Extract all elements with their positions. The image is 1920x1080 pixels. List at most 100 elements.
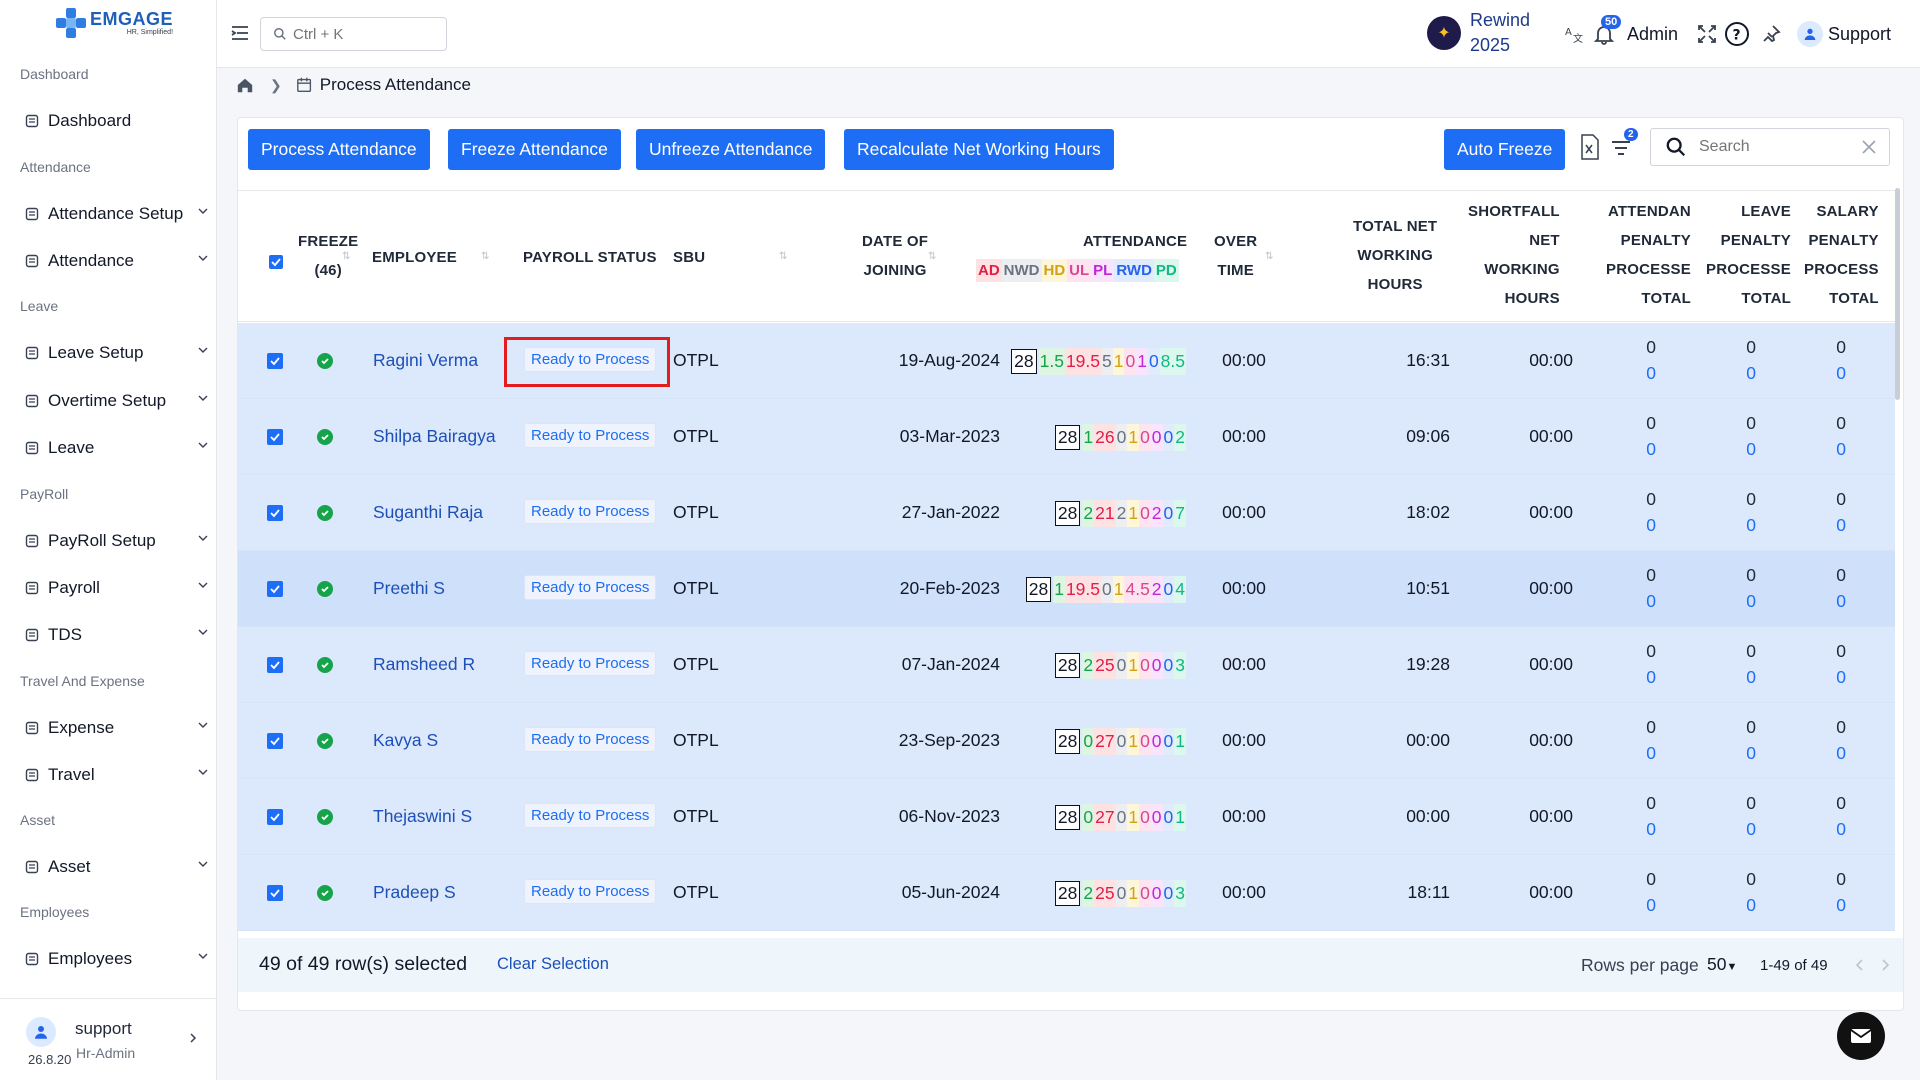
table-row[interactable]: Ragini Verma Ready to Process OTPL 19-Aug-2…	[238, 323, 1895, 399]
attendance-penalty-link[interactable]: 0	[1646, 439, 1656, 459]
attendance-summary[interactable]: 28 0 27 0 1 0 0 0 1	[1054, 800, 1186, 834]
employee-name-link[interactable]: Kavya S	[373, 730, 439, 750]
header-freeze[interactable]: FREEZE (46)	[298, 233, 359, 279]
rewind-2025-banner[interactable]: ✦ Rewind 2025	[1427, 8, 1530, 58]
salary-penalty-link[interactable]: 0	[1836, 515, 1846, 535]
salary-penalty-link[interactable]: 0	[1836, 819, 1846, 839]
sidebar-item-dashboard[interactable]: Dashboard	[24, 106, 208, 136]
table-scrollbar[interactable]	[1895, 188, 1900, 400]
table-row[interactable]: Suganthi Raja Ready to Process OTPL 27-Jan-…	[238, 475, 1895, 551]
support-avatar-icon[interactable]	[1797, 21, 1823, 47]
employee-name-link[interactable]: Suganthi Raja	[373, 502, 483, 522]
freeze-attendance-button[interactable]: Freeze Attendance	[448, 129, 621, 170]
chevron-down-icon[interactable]	[198, 345, 208, 355]
table-search-input[interactable]	[1699, 138, 1849, 156]
chevron-down-icon[interactable]	[198, 627, 208, 637]
leave-penalty-link[interactable]: 0	[1746, 591, 1756, 611]
header-sbu[interactable]: SBU	[673, 249, 706, 266]
attendance-penalty-link[interactable]: 0	[1646, 819, 1656, 839]
salary-penalty-link[interactable]: 0	[1836, 591, 1846, 611]
user-profile-block[interactable]: support 26.8.20 Hr-Admin	[0, 998, 217, 1080]
attendance-summary[interactable]: 28 2 21 2 1 0 2 0 7	[1054, 496, 1186, 530]
help-icon[interactable]: ?	[1724, 21, 1750, 47]
salary-penalty-link[interactable]: 0	[1836, 667, 1846, 687]
table-row[interactable]: Thejaswini S Ready to Process OTPL 06-Nov-2…	[238, 779, 1895, 855]
header-employee[interactable]: EMPLOYEE	[372, 249, 457, 266]
chat-fab-button[interactable]	[1837, 1012, 1885, 1060]
attendance-penalty-link[interactable]: 0	[1646, 591, 1656, 611]
payroll-status-badge[interactable]: Ready to Process	[524, 499, 657, 524]
leave-penalty-link[interactable]: 0	[1746, 363, 1756, 383]
row-checkbox[interactable]	[267, 733, 283, 749]
attendance-penalty-link[interactable]: 0	[1646, 363, 1656, 383]
sort-icon[interactable]: ⇅	[928, 251, 937, 262]
table-row[interactable]: Shilpa Bairagya Ready to Process OTPL 03-Ma…	[238, 399, 1895, 475]
clear-search-icon[interactable]	[1861, 139, 1877, 155]
sort-icon[interactable]: ⇅	[779, 251, 788, 262]
employee-name-link[interactable]: Preethi S	[373, 578, 445, 598]
sidebar-item-attendance[interactable]: Attendance	[24, 246, 208, 276]
admin-switch[interactable]: Admin	[1627, 24, 1679, 44]
attendance-penalty-link[interactable]: 0	[1646, 667, 1656, 687]
sidebar-item-payroll-setup[interactable]: PayRoll Setup	[24, 526, 208, 556]
sidebar-item-employees[interactable]: Employees	[24, 944, 208, 974]
header-attendance-penalty[interactable]: ATTENDAN PENALTY PROCESSE TOTAL	[1606, 203, 1691, 307]
row-checkbox[interactable]	[267, 429, 283, 445]
row-checkbox[interactable]	[267, 353, 283, 369]
employee-name-link[interactable]: Ragini Verma	[373, 350, 479, 370]
sidebar-item-travel[interactable]: Travel	[24, 760, 208, 790]
row-checkbox[interactable]	[267, 581, 283, 597]
payroll-status-badge[interactable]: Ready to Process	[524, 423, 657, 448]
sidebar-item-expense[interactable]: Expense	[24, 713, 208, 743]
attendance-summary[interactable]: 28 1.5 19.5 5 1 0 1 0 8.5	[1011, 344, 1186, 378]
payroll-status-badge[interactable]: Ready to Process	[524, 803, 657, 828]
payroll-status-badge[interactable]: Ready to Process	[524, 879, 657, 904]
rows-per-page-select[interactable]: 50▼	[1707, 954, 1738, 974]
header-payroll-status[interactable]: PAYROLL STATUS	[523, 249, 657, 266]
employee-name-link[interactable]: Thejaswini S	[373, 806, 473, 826]
home-icon[interactable]	[236, 76, 254, 94]
attendance-penalty-link[interactable]: 0	[1646, 515, 1656, 535]
chevron-down-icon[interactable]	[198, 767, 208, 777]
filter-icon[interactable]	[1610, 134, 1632, 160]
chevron-down-icon[interactable]	[198, 253, 208, 263]
translate-icon[interactable]: A文	[1563, 23, 1585, 45]
sort-icon[interactable]: ⇅	[342, 251, 351, 262]
attendance-summary[interactable]: 28 1 19.5 0 1 4.5 2 0 4	[1025, 572, 1186, 606]
table-row[interactable]: Pradeep S Ready to Process OTPL 05-Jun-2024…	[238, 855, 1895, 931]
attendance-summary[interactable]: 28 2 25 0 1 0 0 0 3	[1054, 876, 1186, 910]
payroll-status-badge[interactable]: Ready to Process	[524, 347, 657, 372]
employee-name-link[interactable]: Ramsheed R	[373, 654, 476, 674]
clear-selection-link[interactable]: Clear Selection	[497, 955, 609, 973]
previous-page-icon[interactable]	[1853, 958, 1867, 972]
table-row[interactable]: Preethi S Ready to Process OTPL 20-Feb-2023…	[238, 551, 1895, 627]
salary-penalty-link[interactable]: 0	[1836, 895, 1846, 915]
chevron-right-icon[interactable]	[188, 1033, 198, 1043]
header-date-of-joining[interactable]: DATE OF JOINING	[862, 233, 929, 279]
payroll-status-badge[interactable]: Ready to Process	[524, 651, 657, 676]
table-row[interactable]: Kavya S Ready to Process OTPL 23-Sep-2023 28…	[238, 703, 1895, 779]
salary-penalty-link[interactable]: 0	[1836, 363, 1846, 383]
payroll-status-badge[interactable]: Ready to Process	[524, 727, 657, 752]
sort-icon[interactable]: ⇅	[481, 251, 490, 262]
chevron-down-icon[interactable]	[198, 393, 208, 403]
attendance-summary[interactable]: 28 1 26 0 1 0 0 0 2	[1054, 420, 1186, 454]
attendance-summary[interactable]: 28 2 25 0 1 0 0 0 3	[1054, 648, 1186, 682]
leave-penalty-link[interactable]: 0	[1746, 439, 1756, 459]
chevron-down-icon[interactable]	[198, 440, 208, 450]
sidebar-item-leave[interactable]: Leave	[24, 433, 208, 463]
fullscreen-icon[interactable]	[1696, 23, 1718, 45]
menu-toggle-icon[interactable]	[229, 22, 251, 44]
sidebar-item-payroll[interactable]: Payroll	[24, 573, 208, 603]
chevron-down-icon[interactable]	[198, 206, 208, 216]
auto-freeze-button[interactable]: Auto Freeze	[1444, 129, 1566, 170]
attendance-penalty-link[interactable]: 0	[1646, 895, 1656, 915]
row-checkbox[interactable]	[267, 809, 283, 825]
emgage-logo[interactable]: EMGAGE HR, Simplified!	[56, 8, 173, 38]
global-search-input[interactable]	[293, 25, 433, 43]
attendance-penalty-link[interactable]: 0	[1646, 743, 1656, 763]
unfreeze-attendance-button[interactable]: Unfreeze Attendance	[636, 129, 826, 170]
support-user-label[interactable]: Support	[1828, 24, 1892, 44]
chevron-down-icon[interactable]	[198, 580, 208, 590]
recalculate-hours-button[interactable]: Recalculate Net Working Hours	[844, 129, 1114, 170]
